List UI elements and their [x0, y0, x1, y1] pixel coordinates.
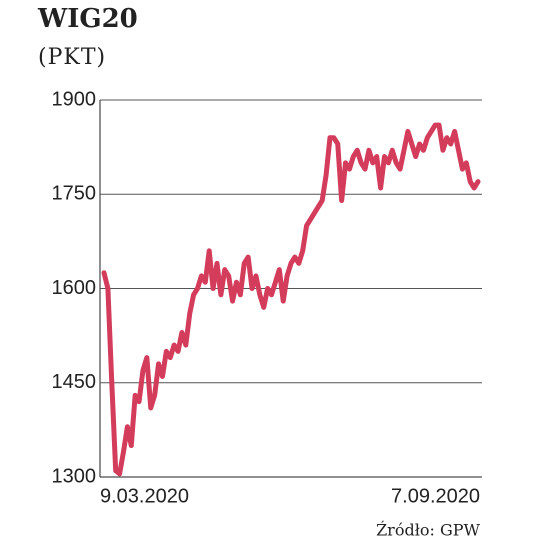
chart-title: WIG20	[37, 4, 138, 34]
y-tick-label: 1450	[52, 371, 97, 393]
y-tick-label: 1300	[52, 465, 97, 487]
y-tick-label: 1900	[52, 88, 97, 110]
y-tick-label: 1600	[52, 277, 97, 299]
y-tick-label: 1750	[52, 183, 97, 205]
source: Źródło: GPW	[376, 520, 480, 540]
chart-subtitle: (PKT)	[38, 45, 106, 70]
x-tick-label: 7.09.2020	[391, 485, 480, 507]
data-line	[101, 122, 481, 477]
x-tick-label: 9.03.2020	[100, 485, 189, 507]
